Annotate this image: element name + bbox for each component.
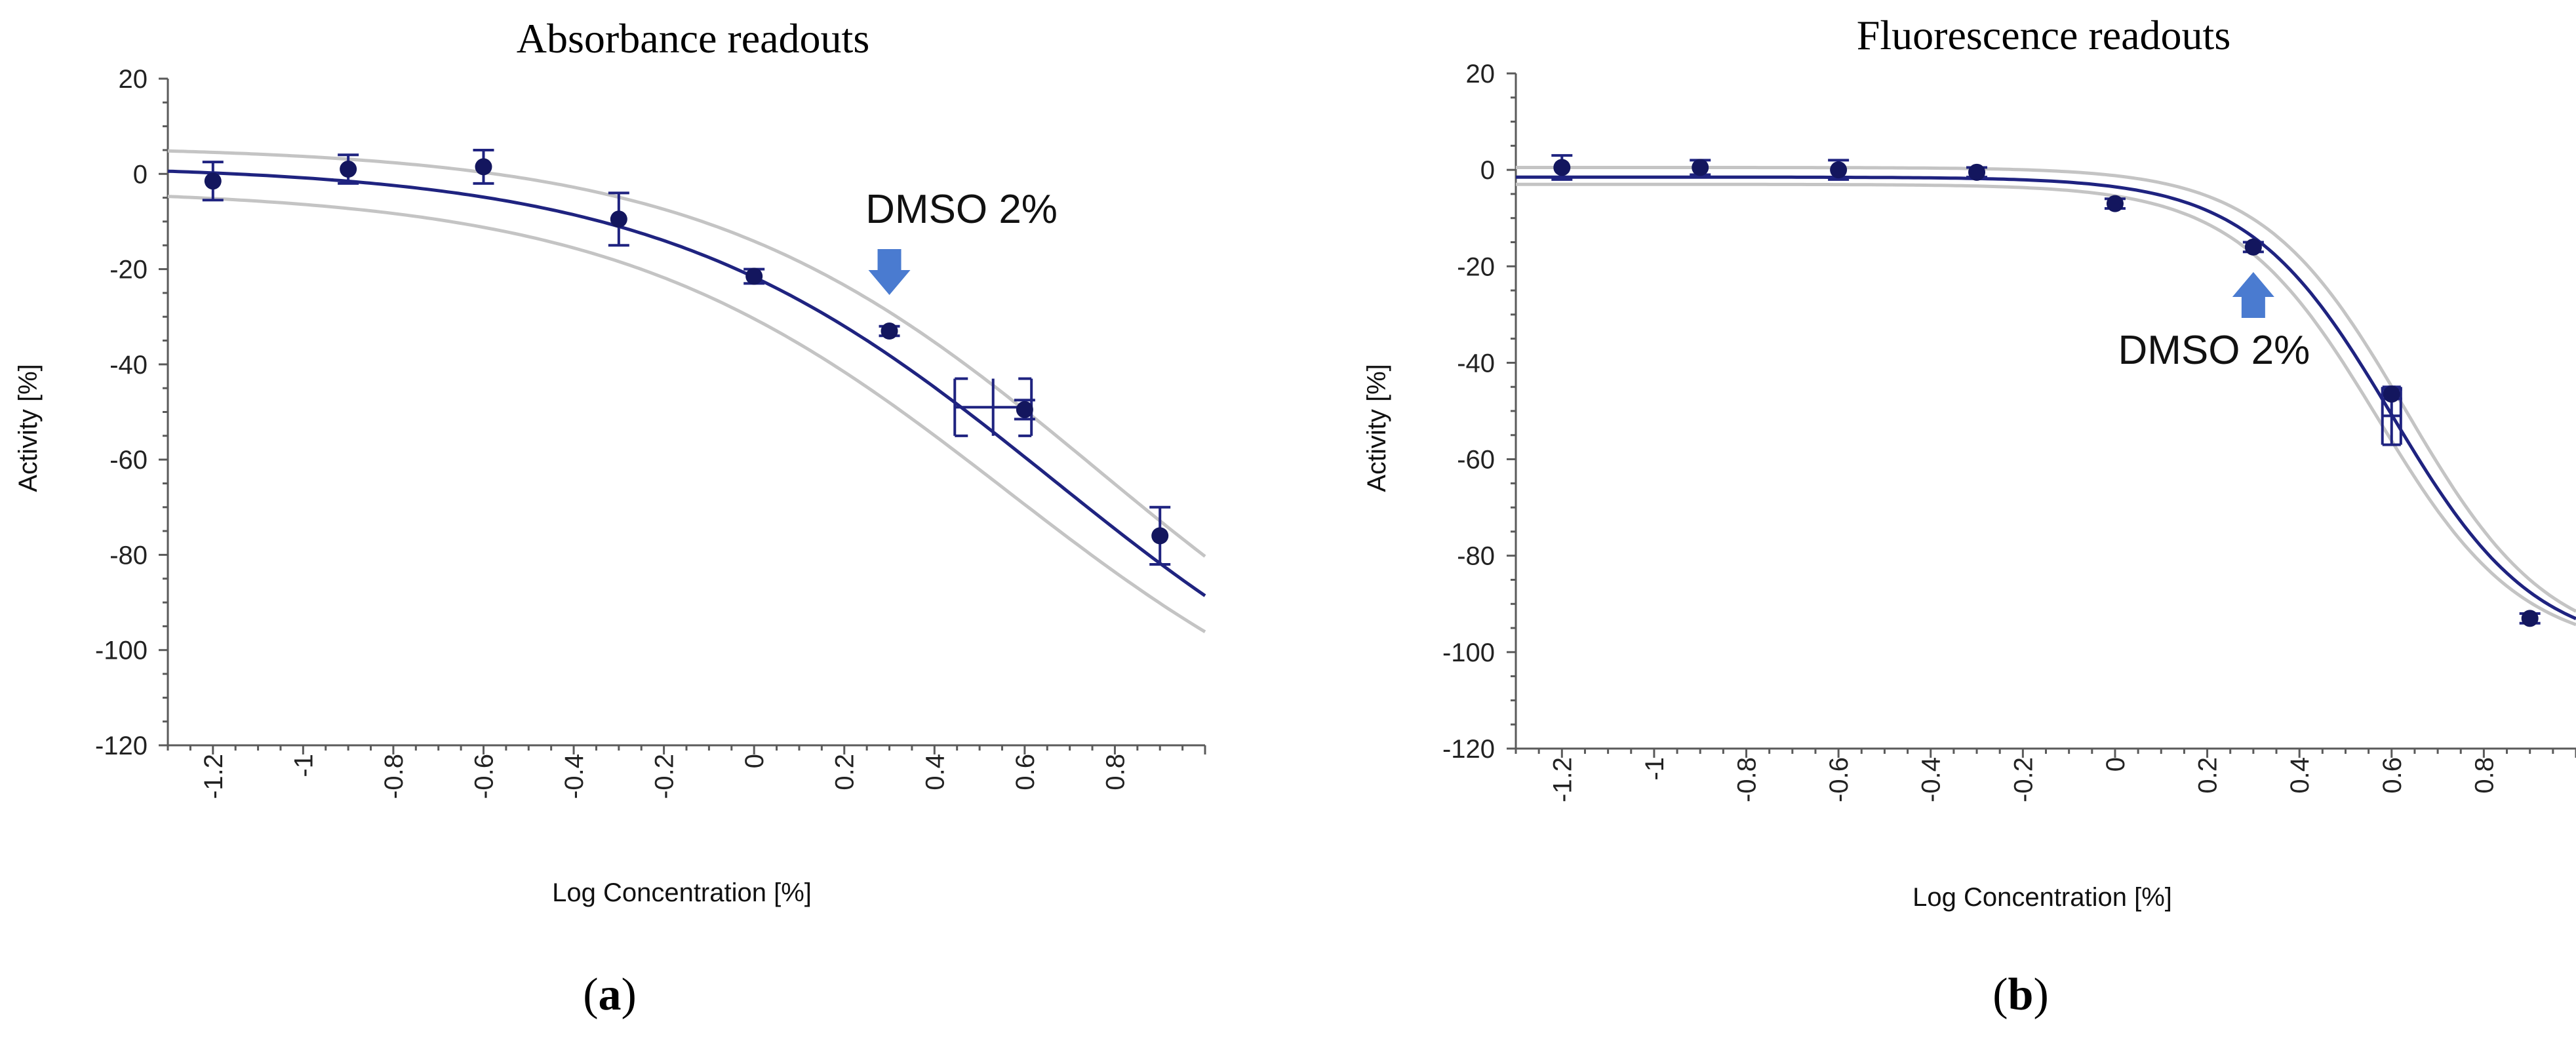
data-point <box>1690 159 1711 176</box>
point-marker <box>1016 401 1033 418</box>
x-tick-label: 0.8 <box>1101 754 1130 791</box>
y-tick-label: 20 <box>1466 60 1496 88</box>
y-tick-label: -80 <box>1457 542 1495 571</box>
point-marker <box>2521 610 2539 627</box>
data-point <box>2381 385 2402 403</box>
point-marker <box>475 158 492 176</box>
y-tick-label: 20 <box>119 65 148 94</box>
y-tick-label: -60 <box>109 446 148 475</box>
data-point <box>1149 505 1171 566</box>
fit-curve <box>167 169 1206 597</box>
x-tick-label: -0.4 <box>560 754 589 799</box>
x-tick-label: -0.8 <box>380 754 408 799</box>
data-point <box>879 323 900 340</box>
y-tick-label: -120 <box>95 732 148 760</box>
y-axis-label: Activity [%] <box>14 364 43 492</box>
x-tick-label: 0 <box>740 754 769 768</box>
x-tick-label: -0.4 <box>1917 757 1946 802</box>
point-marker <box>204 172 222 190</box>
chart-title: Fluorescence readouts <box>1857 12 2230 58</box>
y-tick-label: 0 <box>1480 156 1495 185</box>
point-marker <box>2244 238 2262 256</box>
x-tick-label: 0.4 <box>921 754 949 791</box>
data-point <box>1966 163 1988 181</box>
x-tick-label: 0.6 <box>1011 754 1040 791</box>
data-point <box>338 153 359 185</box>
data-point <box>2519 610 2541 627</box>
x-tick-label: 0 <box>2101 757 2130 772</box>
point-marker <box>745 267 763 285</box>
x-tick-label: -0.2 <box>650 754 679 799</box>
y-tick-label: -80 <box>109 541 148 570</box>
y-tick-label: -40 <box>1457 349 1495 378</box>
data-point <box>2104 195 2126 212</box>
x-tick-label: 0.2 <box>831 754 860 791</box>
point-marker <box>610 210 627 228</box>
x-tick-label: -1.2 <box>199 754 228 799</box>
panel-caption: (a) <box>583 969 637 1020</box>
x-tick-label: 0.6 <box>2378 757 2407 794</box>
dmso-annotation: DMSO 2% <box>865 187 1058 295</box>
x-tick-label: -1 <box>1640 757 1669 781</box>
x-axis-label: Log Concentration [%] <box>552 878 812 907</box>
y-tick-label: -60 <box>1457 446 1495 475</box>
x-tick-label: -0.6 <box>1825 757 1853 802</box>
point-marker <box>340 161 357 178</box>
x-tick-label: 0.8 <box>2470 757 2499 794</box>
data-point <box>1014 399 1035 421</box>
data-point <box>608 191 629 247</box>
y-axis-label: Activity [%] <box>1362 364 1391 492</box>
point-marker <box>881 323 898 340</box>
y-tick-label: -120 <box>1442 735 1495 764</box>
ci-lower-curve <box>167 195 1206 634</box>
dmso-annotation: DMSO 2% <box>2118 272 2310 373</box>
x-tick-label: 0.4 <box>2286 757 2314 794</box>
ci-lower-curve <box>1516 182 2576 627</box>
x-tick-label: -0.6 <box>469 754 498 799</box>
x-tick-label: -0.8 <box>1733 757 1762 802</box>
data-point <box>473 148 494 185</box>
x-tick-label: -1.2 <box>1548 757 1577 802</box>
data-point <box>1551 154 1573 181</box>
panel-a: Absorbance readouts Activity [%] Log Con… <box>14 15 1206 1020</box>
data-point <box>202 161 224 202</box>
y-tick-label: -20 <box>1457 252 1495 281</box>
point-marker <box>1830 161 1848 179</box>
ci-upper-curve <box>1516 166 2576 613</box>
arrow-down-icon <box>868 249 911 295</box>
annotation-label: DMSO 2% <box>865 187 1058 232</box>
x-tick-label: -0.2 <box>2009 757 2038 802</box>
chart-title: Absorbance readouts <box>517 15 869 62</box>
x-tick-label: -1 <box>289 754 318 777</box>
point-marker <box>1692 159 1709 176</box>
plot-area: 20 0 -20 -40 -60 -80 -100 -120 -1.2 -1 -0.8 -0.6 -0.… <box>1442 60 2576 802</box>
x-axis-label: Log Concentration [%] <box>1912 883 2172 912</box>
annotation-label: DMSO 2% <box>2118 328 2310 373</box>
point-marker <box>1553 159 1571 176</box>
data-point <box>2242 238 2264 256</box>
data-point <box>1828 159 1850 181</box>
y-tick-label: -100 <box>95 636 148 665</box>
point-marker <box>2106 195 2124 212</box>
plot-area: 20 0 -20 -40 -60 -80 -100 -120 -1.2 -1 -0.8 -0.6 -0.… <box>95 65 1206 799</box>
y-tick-label: -20 <box>109 256 148 284</box>
point-marker <box>2383 385 2400 403</box>
point-marker <box>1968 163 1986 181</box>
y-tick-label: -100 <box>1442 638 1495 667</box>
point-marker <box>1151 527 1169 545</box>
fit-curve <box>1516 175 2576 621</box>
data-point <box>743 267 765 285</box>
y-tick-label: -40 <box>109 351 148 380</box>
y-tick-label: 0 <box>133 160 148 189</box>
arrow-up-icon <box>2232 272 2274 318</box>
x-tick-label: 0.2 <box>2194 757 2223 794</box>
panel-caption: (b) <box>1992 969 2049 1020</box>
panel-b: Fluorescence readouts Activity [%] Log C… <box>1362 12 2576 1020</box>
